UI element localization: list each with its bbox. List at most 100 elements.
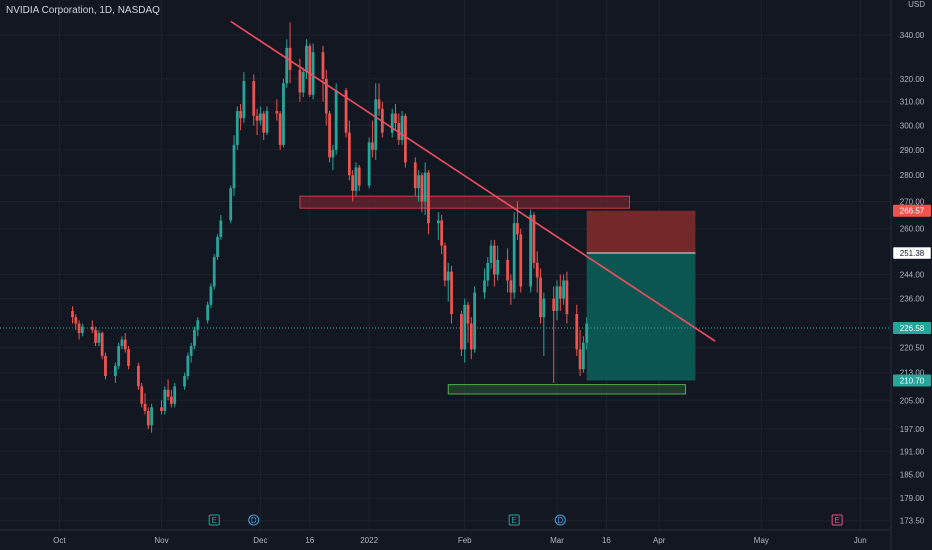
candle-body: [150, 407, 153, 426]
candle-body: [446, 271, 450, 281]
price-tags: 266.57 251.38 226.58 210.70: [892, 204, 932, 387]
support-zone: [447, 384, 687, 395]
candle-body: [282, 83, 285, 145]
candle-body: [542, 298, 546, 318]
candle-body: [469, 323, 473, 350]
dividend-marker: [248, 514, 260, 526]
candle-body: [146, 410, 150, 426]
price-tick-label: 270.00: [900, 197, 925, 206]
trendline: [230, 20, 716, 342]
time-axis[interactable]: Oct Nov Dec 16 2022 Feb Mar 16 Apr May Jun: [53, 536, 867, 545]
candle-body: [189, 346, 193, 356]
candle-body: [558, 286, 562, 299]
candle-body: [321, 52, 325, 79]
currency-label[interactable]: USD: [908, 0, 925, 9]
time-tick-label: Oct: [53, 536, 66, 545]
candle-body: [460, 314, 463, 350]
candle-body: [450, 271, 453, 315]
candle-body: [81, 326, 84, 334]
candle-body: [390, 113, 394, 133]
candle-body: [143, 403, 147, 411]
candle-body: [371, 142, 374, 150]
candle-body: [565, 280, 569, 315]
price-tag-label: 251.38: [900, 249, 925, 258]
candle-body: [120, 339, 124, 347]
candle-body: [288, 47, 292, 70]
candles: [71, 22, 589, 433]
earnings-marker: [508, 514, 520, 526]
candle-body: [492, 245, 496, 275]
candle-body: [516, 223, 519, 235]
price-tick-label: 340.00: [900, 31, 925, 40]
candle-body: [252, 81, 256, 116]
candle-body: [562, 280, 565, 299]
candle-body: [275, 111, 279, 114]
candle-body: [255, 115, 259, 121]
candle-body: [113, 365, 117, 377]
price-tick-label: 280.00: [900, 171, 925, 180]
event-marker-label: D: [557, 516, 563, 525]
price-tick-label: 191.00: [900, 447, 925, 456]
candle-body: [170, 396, 173, 404]
candle-body: [400, 115, 404, 140]
candle-body: [305, 45, 308, 73]
candle-body: [278, 113, 282, 145]
candle-body: [242, 81, 246, 119]
candle-body: [427, 172, 430, 224]
candle-body: [331, 149, 335, 158]
candle-body: [585, 323, 589, 343]
price-tick-label: 260.00: [900, 225, 925, 234]
candle-body: [265, 111, 269, 133]
price-tick-label: 300.00: [900, 121, 925, 130]
candle-body: [71, 310, 74, 318]
candle-body: [123, 339, 127, 350]
candle-body: [367, 142, 371, 186]
candle-body: [298, 69, 302, 93]
price-tick-label: 185.00: [900, 470, 925, 479]
candle-body: [581, 342, 585, 370]
candle-body: [235, 111, 239, 145]
price-tick-label: 173.50: [900, 517, 925, 526]
price-tick-label: 290.00: [900, 146, 925, 155]
candle-body: [483, 280, 486, 293]
candle-body: [532, 214, 536, 263]
price-tick-label: 179.00: [900, 494, 925, 503]
price-tag: [892, 246, 932, 260]
price-tag: [893, 374, 931, 387]
candle-body: [535, 262, 539, 278]
resistance-zone: [299, 195, 631, 209]
candle-body: [496, 259, 500, 275]
candle-body: [377, 99, 381, 109]
candle-body: [519, 234, 523, 287]
candle-body: [347, 132, 351, 176]
candle-body: [417, 175, 420, 189]
candle-body: [552, 298, 556, 311]
candle-body: [308, 45, 312, 95]
candle-body: [394, 113, 397, 123]
candle-body: [137, 365, 140, 387]
time-tick-label: Mar: [550, 536, 564, 545]
price-tick-label: 197.00: [900, 425, 925, 434]
earnings-marker: [831, 514, 843, 526]
price-axis[interactable]: 173.50 179.00 185.00 191.00 197.00 205.00 213.…: [900, 31, 925, 526]
candle-body: [575, 314, 579, 350]
candle-body: [512, 223, 516, 293]
candle-body: [374, 99, 378, 150]
candle-body: [163, 389, 167, 411]
candle-body: [186, 355, 190, 377]
dividend-marker: [554, 514, 566, 526]
candle-body: [262, 113, 266, 133]
price-tick-label: 220.50: [900, 344, 925, 353]
candle-body: [104, 355, 107, 377]
time-tick-label: Feb: [458, 536, 472, 545]
candle-body: [344, 90, 348, 133]
price-tag: [893, 204, 931, 217]
candle-body: [420, 175, 424, 202]
candle-body: [423, 172, 427, 202]
price-tag-label: 210.70: [900, 376, 925, 385]
time-tick-label: Dec: [253, 536, 267, 545]
candle-body: [334, 90, 338, 150]
candle-body: [140, 386, 144, 404]
candle-body: [166, 389, 170, 397]
